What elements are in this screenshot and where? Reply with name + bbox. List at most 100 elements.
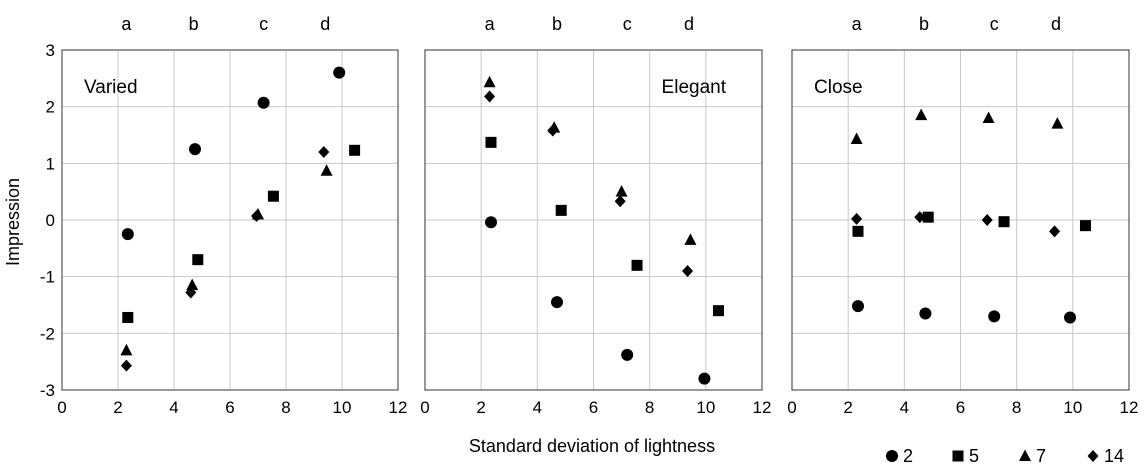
group-label: b (552, 14, 562, 34)
group-label: d (320, 14, 330, 34)
point-triangle-7 (615, 185, 628, 197)
panel-label: Close (814, 77, 863, 98)
point-diamond-14 (1049, 225, 1061, 238)
x-tick-label: 12 (389, 398, 408, 417)
group-label: c (259, 14, 268, 34)
point-diamond-14 (185, 286, 197, 299)
x-tick-label: 6 (589, 398, 598, 417)
point-circle-2 (189, 143, 201, 156)
legend-label-5: 5 (969, 446, 979, 465)
group-label: c (623, 14, 632, 34)
x-tick-label: 4 (533, 398, 542, 417)
y-axis-label: Impression (3, 178, 23, 266)
point-square-5 (485, 136, 497, 148)
x-tick-label: 8 (1012, 398, 1021, 417)
point-square-5 (922, 211, 934, 223)
panel-label: Varied (84, 77, 138, 98)
plot-frame (61, 49, 399, 391)
point-diamond-14 (981, 214, 993, 226)
legend-label-7: 7 (1036, 446, 1046, 465)
point-circle-2 (988, 310, 1001, 323)
x-tick-label: 8 (645, 398, 654, 417)
point-diamond-14 (484, 90, 496, 103)
x-axis-label: Standard deviation of lightness (469, 436, 715, 456)
point-diamond-14 (614, 195, 626, 208)
group-label: a (852, 14, 863, 34)
point-square-5 (1079, 220, 1091, 232)
point-square-5 (349, 144, 361, 156)
point-circle-2 (698, 372, 711, 385)
point-square-5 (122, 311, 134, 323)
point-circle-2 (550, 296, 563, 309)
legend-label-14: 14 (1104, 446, 1124, 465)
point-square-5 (631, 259, 643, 271)
point-triangle-7 (850, 132, 863, 144)
x-tick-label: 12 (753, 398, 772, 417)
panel-elegant: 0 2 4 6 8 10 12 a b c d Elegant (420, 14, 771, 417)
point-diamond-14 (318, 146, 330, 158)
x-tick-label: 12 (1120, 398, 1139, 417)
point-triangle-7 (684, 233, 697, 245)
x-tick-label: 10 (696, 398, 715, 417)
point-diamond-14 (851, 212, 863, 225)
x-tick-label: 0 (57, 398, 66, 417)
x-tick-label: 0 (420, 398, 429, 417)
x-tick-label: 2 (843, 398, 852, 417)
legend-marker-diamond (1087, 450, 1099, 462)
point-square-5 (998, 216, 1010, 228)
point-square-5 (192, 254, 204, 266)
x-tick-label: 2 (476, 398, 485, 417)
x-tick-label: 4 (900, 398, 909, 417)
y-tick-label: 2 (46, 98, 55, 117)
legend-label-2: 2 (903, 446, 913, 465)
point-triangle-7 (186, 278, 199, 291)
point-diamond-14 (914, 211, 926, 224)
group-label: d (1051, 14, 1061, 34)
point-diamond-14 (547, 124, 559, 137)
point-circle-2 (333, 66, 346, 79)
point-circle-2 (919, 307, 932, 320)
point-circle-2 (851, 300, 864, 313)
point-square-5 (712, 305, 724, 317)
panel-close: 0 2 4 6 8 10 12 a b c d Close (787, 14, 1138, 417)
y-tick-label: -2 (40, 324, 55, 343)
y-tick-label: -3 (40, 381, 55, 400)
group-label: c (990, 14, 999, 34)
plot-frame (424, 49, 763, 391)
legend-marker-square (952, 450, 964, 462)
point-circle-2 (621, 348, 634, 361)
group-label: a (121, 14, 132, 34)
x-tick-label: 2 (113, 398, 122, 417)
point-square-5 (267, 190, 279, 202)
legend-marker-circle (886, 450, 898, 462)
panel-label: Elegant (662, 77, 727, 98)
x-tick-label: 4 (169, 398, 178, 417)
point-diamond-14 (120, 359, 132, 372)
group-label: d (684, 14, 694, 34)
x-tick-label: 10 (1063, 398, 1082, 417)
point-circle-2 (257, 96, 270, 109)
point-diamond-14 (682, 265, 694, 277)
plot-frame (791, 49, 1130, 391)
point-circle-2 (121, 228, 134, 241)
y-tick-label: -1 (40, 268, 55, 287)
point-circle-2 (484, 216, 497, 229)
legend-marker-triangle (1019, 449, 1031, 461)
point-triangle-7 (483, 75, 496, 88)
x-tick-label: 8 (281, 398, 290, 417)
x-tick-label: 6 (956, 398, 965, 417)
legend: 2 5 7 14 (886, 446, 1124, 465)
group-label: a (485, 14, 496, 34)
point-square-5 (555, 204, 567, 216)
point-square-5 (852, 225, 864, 237)
point-triangle-7 (915, 108, 928, 121)
point-circle-2 (1064, 311, 1077, 324)
x-tick-label: 0 (787, 398, 796, 417)
point-diamond-14 (251, 210, 263, 223)
point-triangle-7 (120, 343, 133, 356)
group-label: b (189, 14, 199, 34)
point-triangle-7 (1051, 117, 1064, 129)
point-triangle-7 (982, 111, 995, 123)
point-triangle-7 (320, 164, 333, 176)
